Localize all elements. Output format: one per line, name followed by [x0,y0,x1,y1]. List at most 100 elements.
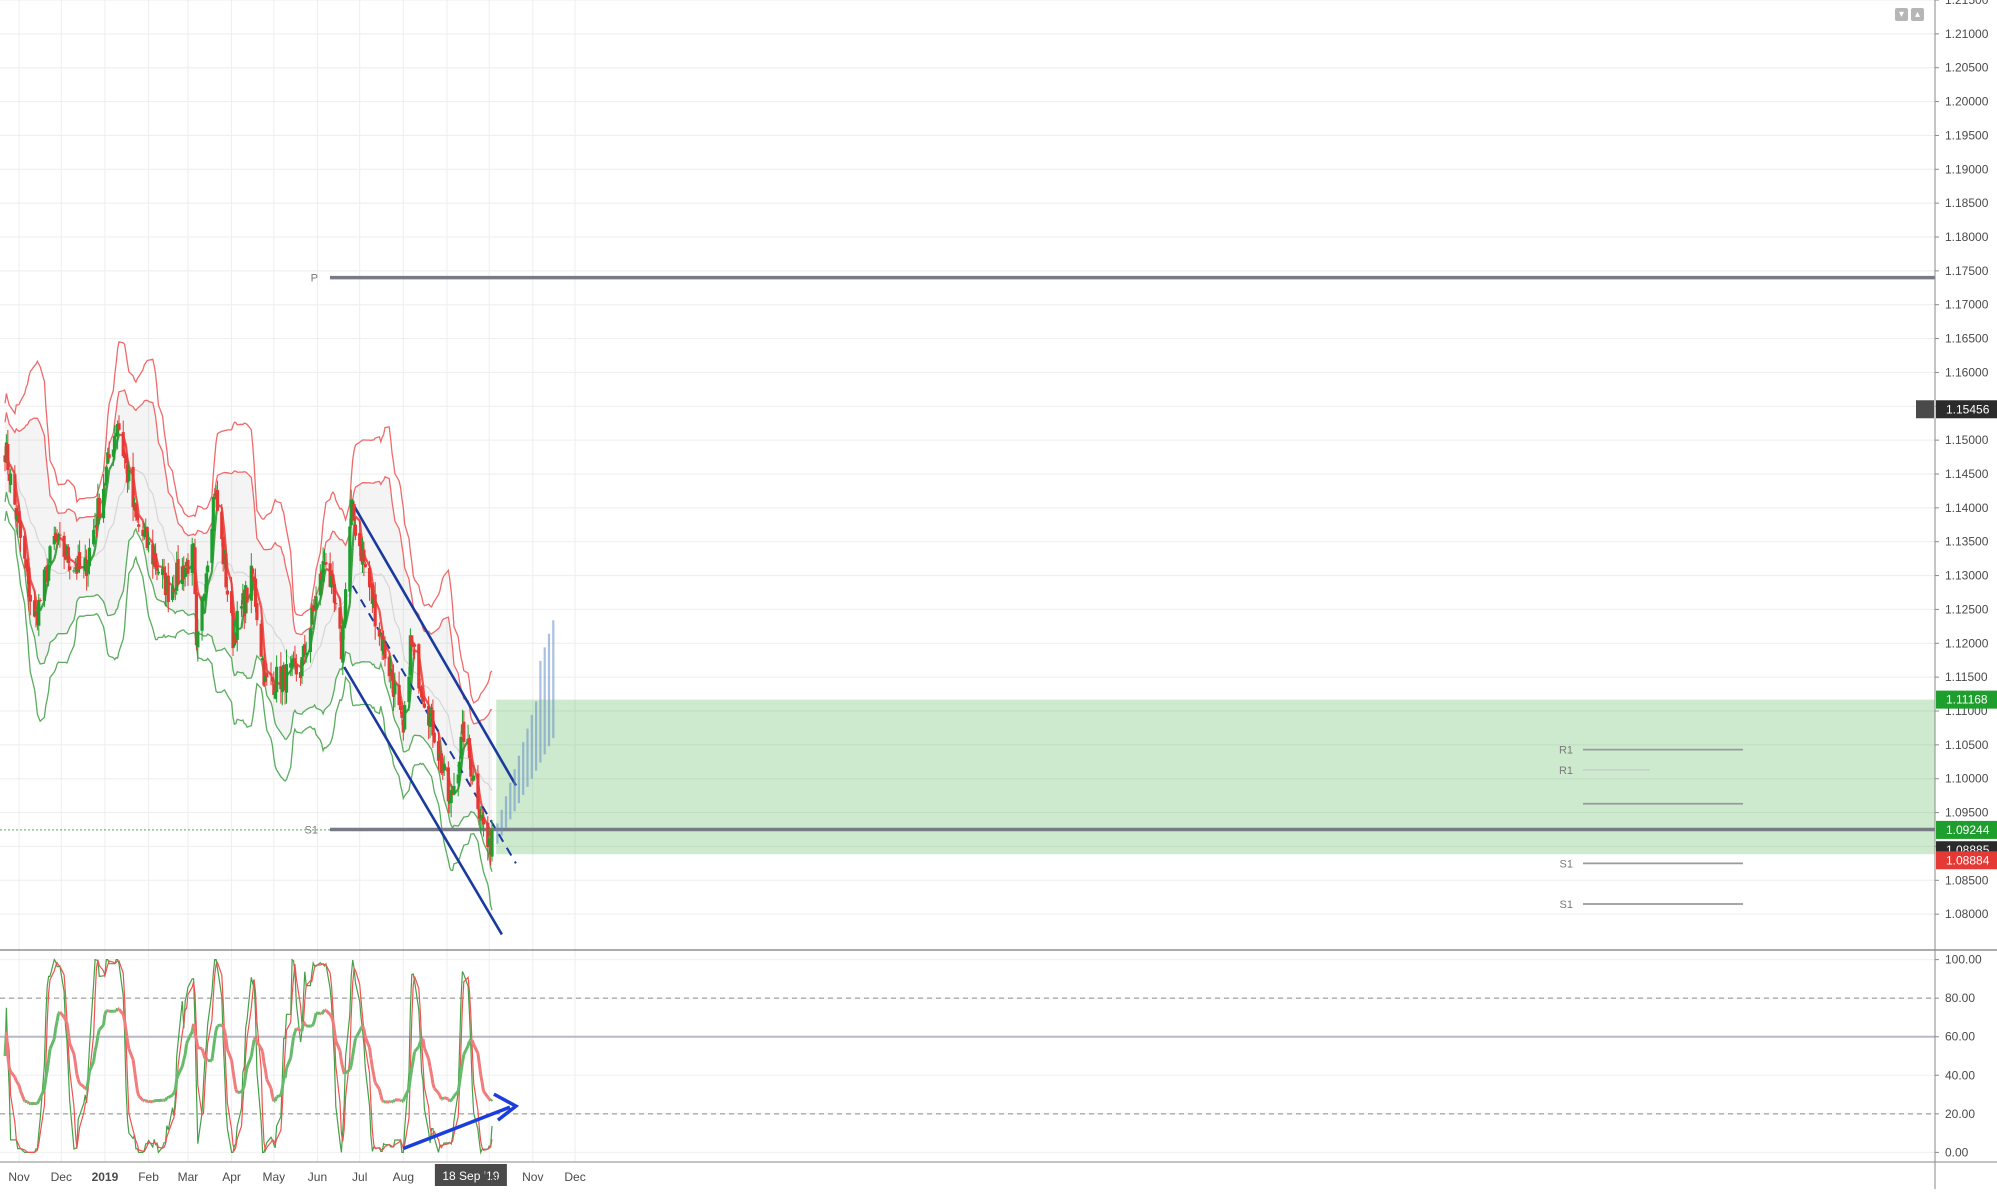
ma-segment [420,664,421,674]
osc-thick-segment [187,1040,188,1044]
osc-thick-segment [381,1095,382,1100]
y-tick-label: 1.12000 [1945,636,1989,650]
osc-thick-segment [75,1063,76,1074]
pivot-label: P [311,273,318,285]
osc-thick-segment [371,1058,372,1067]
osc-thick-segment [409,1078,410,1089]
grid [0,0,1935,1162]
osc-thick-segment [451,1099,452,1100]
osc-thick-segment [47,1060,48,1071]
y-tick-label: 1.19000 [1945,162,1989,176]
osc-thick-segment [458,1083,459,1092]
osc-thick-segment [18,1083,19,1085]
osc-thick-segment [285,1068,286,1078]
y-tick-label: 1.19500 [1945,128,1989,142]
osc-thick-segment [256,1038,257,1042]
ma-segment [215,516,216,532]
ma-segment [94,549,95,555]
osc-thick-segment [333,1021,334,1030]
osc-thick-segment [77,1074,78,1080]
candle-body [338,607,341,628]
osc-thick-segment [291,1047,292,1058]
y-tick-label: 1.15000 [1945,433,1989,447]
candle-body [393,683,396,694]
osc-thick-segment [84,1087,85,1089]
osc-thick-segment [237,1092,241,1093]
osc-thick-segment [195,1035,196,1040]
osc-thick-segment [282,1079,283,1089]
divergence-arrowhead [494,1094,516,1120]
candle-body [472,776,475,781]
osc-thick-segment [413,1052,414,1061]
osc-thick-segment [482,1082,483,1091]
x-tick-label: Nov [522,1170,543,1184]
osc-thick-segment [374,1075,375,1083]
osc-thick-segment [375,1083,379,1090]
osc-thick-segment [271,1088,272,1096]
osc-thick-segment [89,1061,93,1071]
osc-thick-segment [353,1047,354,1056]
osc-thick-segment [462,1054,463,1062]
osc-thick-segment [326,1010,330,1014]
osc-thick-segment [105,1011,106,1015]
osc-thick-segment [182,1060,183,1066]
x-tick-label: Dec [564,1170,585,1184]
y-tick-label: 1.09500 [1945,806,1989,820]
osc-thick-segment [88,1071,89,1082]
osc-thick-segment [351,1056,352,1065]
pivot-label: S1 [1560,858,1573,870]
ma-segment [134,485,135,496]
osc-thick-segment [66,1020,67,1023]
osc-thick-segment [64,1017,65,1020]
pivot-label: R1 [1559,745,1573,757]
osc-thick-segment [472,1040,473,1044]
candle-body [423,704,426,708]
y-tick-label: 1.08500 [1945,873,1989,887]
y-tick-label: 1.17500 [1945,264,1989,278]
osc-thick-segment [165,1098,166,1101]
osc-thick-segment [481,1075,482,1083]
maximize-icon[interactable]: ▴ [1911,8,1924,21]
osc-thick-segment [484,1091,488,1097]
osc-thick-segment [108,1011,109,1012]
collapse-icon[interactable]: ▾ [1895,8,1908,21]
x-tick-label: 2019 [92,1170,119,1184]
osc-thick-segment [246,1067,247,1075]
osc-thick-segment [28,1101,29,1103]
y-tick-label: 1.18000 [1945,230,1989,244]
candle-body [206,566,209,573]
ma-segment [381,620,382,629]
y-tick-label: 1.17000 [1945,298,1989,312]
candle-body [459,737,462,759]
candle-body [309,629,312,652]
osc-thick-segment [474,1045,478,1054]
pivot-label: S1 [305,825,318,837]
candle-body [105,467,108,483]
y-tick-label: 1.16000 [1945,365,1989,379]
osc-thick-segment [215,1030,216,1039]
osc-thick-segment [433,1083,434,1088]
y-tick-label: 1.20000 [1945,95,1989,109]
osc-thick-segment [471,1040,472,1041]
y-tick-label: 1.12500 [1945,602,1989,616]
candle-body [275,667,278,692]
oscillator-panel [0,950,1997,1152]
osc-thick-segment [87,1082,88,1089]
osc-thick-segment [424,1048,428,1059]
y-tick-label: 1.10500 [1945,738,1989,752]
osc-thick-segment [412,1061,413,1068]
candle-body [212,497,215,531]
osc-thick-segment [315,1013,316,1020]
osc-thick-segment [360,1028,361,1031]
osc-thick-segment [365,1037,369,1048]
x-tick-label: Jul [352,1170,367,1184]
osc-thick-segment [46,1070,47,1078]
candle-body [19,521,22,538]
candle-body [403,705,406,729]
osc-thick-segment [277,1095,281,1097]
ma-segment [379,610,380,620]
osc-thick-segment [422,1038,423,1039]
osc-thick-segment [251,1048,252,1057]
osc-tick-label: 80.00 [1945,991,1975,1005]
